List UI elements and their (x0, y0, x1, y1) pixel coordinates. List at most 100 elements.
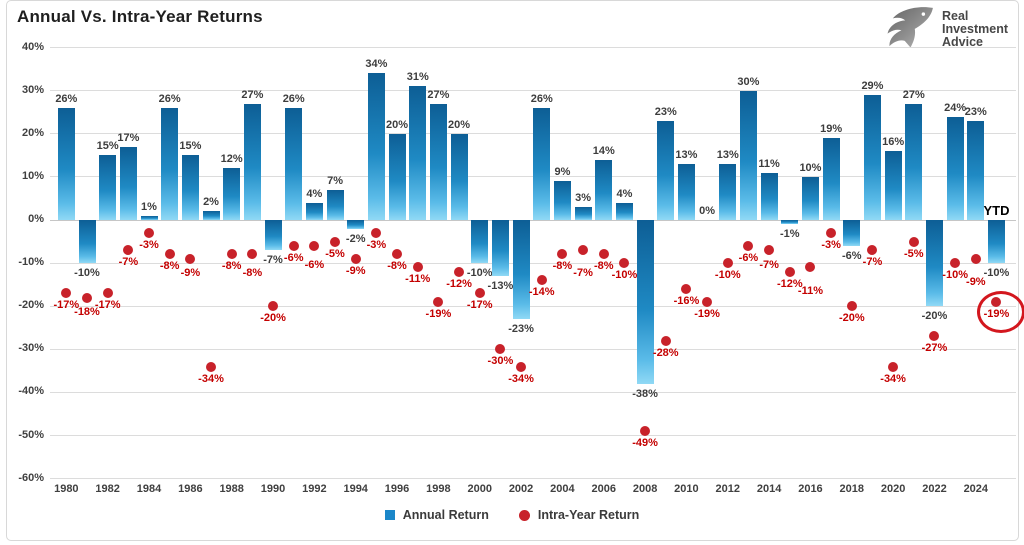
bar-1989 (243, 103, 261, 220)
bar-2001 (491, 220, 509, 277)
intra-year-dot-2009 (660, 335, 671, 346)
intra-year-dot-1989 (247, 249, 258, 260)
bar-1987 (202, 211, 220, 220)
bar-2020 (884, 151, 902, 220)
dot-label-2002: -34% (508, 372, 534, 385)
intra-year-dot-1983 (123, 245, 134, 256)
y-tick-label-30: 30% (21, 83, 44, 96)
x-tick-label-1988: 1988 (219, 483, 244, 495)
dot-label-1998: -19% (425, 307, 452, 320)
y-tick-label-0: 0% (28, 213, 44, 225)
dot-label-2019: -7% (862, 256, 883, 269)
intra-year-dot-2023 (950, 258, 961, 269)
x-tick-label-1982: 1982 (95, 483, 120, 495)
dot-label-2020: -34% (880, 372, 906, 385)
bar-1995 (367, 73, 385, 220)
y-tick-label-10: 10% (21, 169, 44, 182)
bar-label-1993: 7% (327, 174, 343, 187)
dot-label-2016: -11% (797, 284, 823, 297)
bar-label-1991: 26% (282, 92, 305, 105)
y-tick-label--50: -50% (18, 428, 44, 441)
y-tick-label--40: -40% (18, 385, 44, 398)
gridline-30 (50, 90, 1016, 92)
x-tick-label-2008: 2008 (632, 483, 658, 495)
brand-name: Real Investment Advice (942, 10, 1008, 49)
bar-label-2021: 27% (902, 88, 925, 101)
dot-label-2004: -8% (552, 260, 573, 273)
bar-label-1983: 17% (117, 131, 140, 144)
intra-year-dot-2011 (702, 296, 713, 307)
bar-YTD (987, 220, 1005, 264)
dot-label-1990: -20% (260, 312, 286, 325)
intra-year-dot-2002 (516, 361, 527, 372)
dot-label-1985: -8% (159, 260, 180, 273)
brand-line-1: Real (942, 9, 969, 23)
intra-year-dot-2017 (826, 227, 837, 238)
dot-label-2017: -3% (821, 238, 841, 251)
intra-year-dot-2020 (888, 361, 899, 372)
bar-1990 (264, 220, 282, 251)
intra-year-dot-1982 (102, 288, 113, 299)
annual-return-swatch (384, 510, 395, 520)
gridline-0 (50, 219, 1016, 221)
intra-year-dot-1986 (185, 253, 196, 264)
bar-1991 (285, 107, 303, 220)
y-tick-label-40: 40% (21, 40, 44, 53)
x-tick-label-2002: 2002 (508, 483, 534, 495)
gridline--20 (50, 305, 1016, 307)
bar-2016 (801, 176, 819, 220)
bar-2015 (781, 220, 799, 225)
dot-label-1992: -6% (304, 258, 325, 271)
bar-2004 (553, 181, 571, 220)
dot-label-2006: -8% (593, 260, 614, 273)
x-tick-label-1992: 1992 (302, 483, 327, 495)
bar-label-2015: -1% (780, 228, 800, 241)
bar-label-1982: 15% (96, 140, 119, 153)
bar-1981 (78, 220, 96, 264)
bar-2022 (925, 220, 943, 307)
intra-year-dot-1996 (392, 249, 403, 260)
dot-label-1995: -3% (366, 238, 387, 251)
bar-label-2014: 11% (758, 157, 780, 170)
intra-year-dot-2006 (598, 249, 609, 260)
brand-line-3: Advice (942, 35, 983, 49)
dot-label-1996: -8% (387, 260, 407, 273)
gridline--40 (50, 391, 1016, 393)
dot-label-2007: -10% (611, 269, 638, 282)
bar-1988 (223, 168, 241, 220)
bar-label-2004: 9% (554, 166, 571, 179)
chart-legend: Annual Return Intra-Year Return (0, 508, 1024, 522)
dot-label-1980: -17% (53, 299, 80, 312)
intra-year-dot-2013 (743, 240, 754, 251)
bar-2008 (636, 220, 654, 384)
intra-year-dot-2021 (908, 236, 919, 247)
bar-2005 (574, 207, 592, 220)
ytd-category-label: YTD (983, 203, 1010, 218)
bar-label-2018: -6% (842, 249, 862, 262)
bar-2014 (760, 172, 778, 220)
dot-label-1997: -11% (405, 273, 431, 286)
bar-1983 (119, 146, 137, 220)
dot-label-1994: -9% (345, 264, 366, 277)
bar-2000 (471, 220, 489, 264)
intra-year-dot-2004 (557, 249, 568, 260)
x-tick-label-1986: 1986 (178, 483, 203, 495)
y-tick-label-20: 20% (21, 126, 44, 139)
x-tick-label-2022: 2022 (922, 483, 947, 495)
y-tick-label--10: -10% (18, 256, 44, 269)
intra-year-dot-1993 (330, 236, 341, 247)
bar-1980 (57, 107, 75, 220)
bar-2006 (595, 159, 613, 220)
intra-year-dot-2015 (784, 266, 795, 277)
bar-1992 (305, 202, 323, 220)
bar-2007 (615, 202, 633, 220)
x-tick-label-1980: 1980 (54, 483, 79, 495)
intra-year-dot-1984 (144, 227, 154, 238)
dot-label-2011: -19% (694, 307, 720, 320)
brand-line-2: Investment (942, 22, 1008, 36)
bar-1994 (347, 220, 365, 229)
y-tick-label--20: -20% (18, 299, 44, 312)
bar-label-2012: 13% (716, 148, 739, 161)
bar-label-1996: 20% (386, 118, 409, 131)
